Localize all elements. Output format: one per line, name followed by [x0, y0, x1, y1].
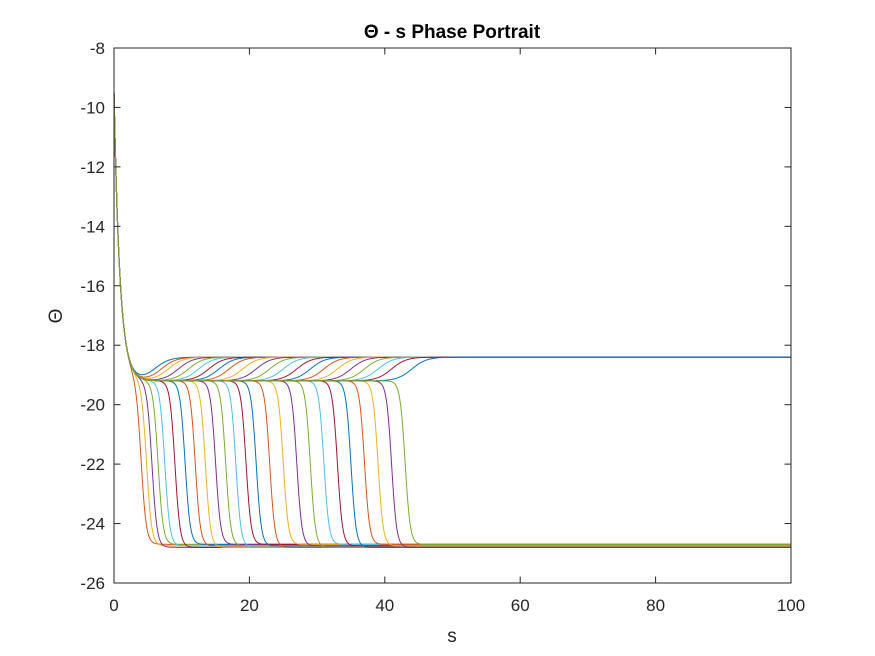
y-tick-label: -20 [80, 396, 105, 415]
x-tick-label: 80 [646, 596, 665, 615]
x-tick-label: 0 [109, 596, 118, 615]
y-tick-label: -8 [90, 39, 105, 58]
y-tick-label: -18 [80, 336, 105, 355]
x-axis-label: s [447, 626, 457, 647]
y-tick-label: -10 [80, 98, 105, 117]
x-tick-label: 60 [511, 596, 530, 615]
y-tick-label: -16 [80, 277, 105, 296]
axes-box [113, 47, 792, 584]
trajectory-line-lower [113, 92, 791, 545]
series-lines [113, 92, 791, 548]
y-tick-label: -26 [80, 574, 105, 593]
axis-ticks: 0 20 40 60 80 100 -26 -24 -22 -20 -18 -16 -14 -12 -10 -… [80, 39, 805, 615]
y-tick-label: -24 [80, 515, 105, 534]
chart-title: Θ - s Phase Portrait [364, 22, 541, 43]
y-axis-label: Θ [46, 309, 67, 324]
y-tick-label: -12 [80, 158, 105, 177]
x-tick-label: 40 [375, 596, 394, 615]
x-tick-label: 20 [240, 596, 259, 615]
plot-area [114, 48, 791, 583]
x-tick-label: 100 [777, 596, 805, 615]
y-tick-label: -22 [80, 455, 105, 474]
y-tick-label: -14 [80, 217, 105, 236]
